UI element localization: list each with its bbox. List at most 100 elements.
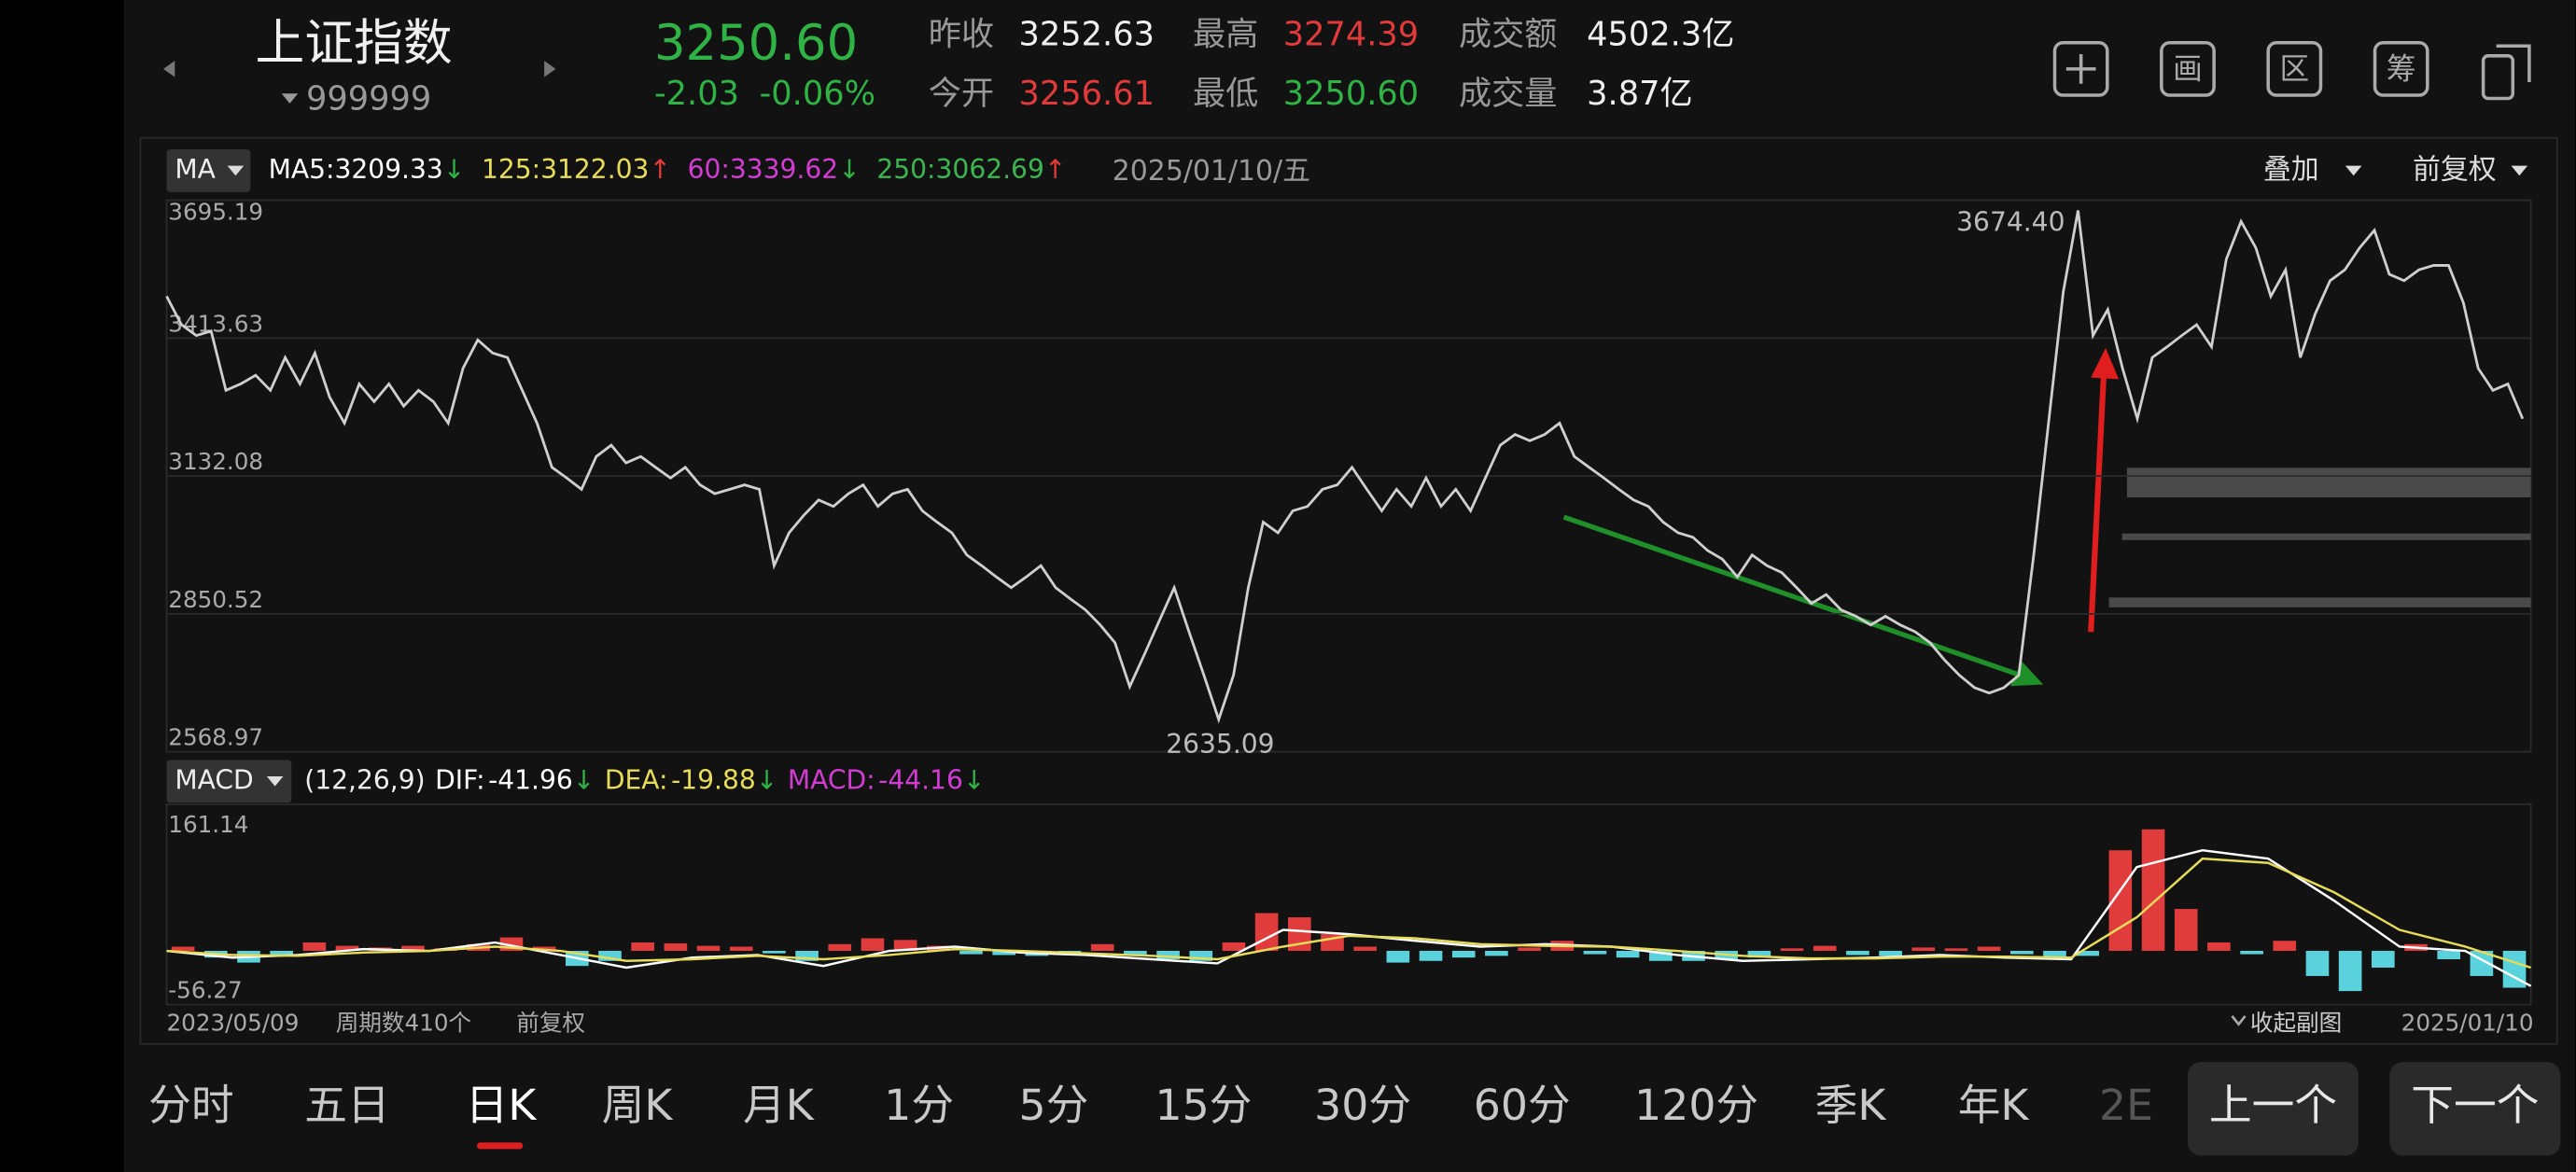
macd-legend: (12,26,9) DIF: -41.96↓ DEA: -19.88↓ MACD: -44.… (304, 764, 985, 795)
period-tab[interactable]: 年K (1958, 1081, 2030, 1130)
overlay-button[interactable]: 叠加 (2263, 153, 2319, 186)
period-tab[interactable]: 月K (743, 1081, 815, 1130)
ma-label: 60: (688, 154, 730, 185)
macd-bar (1419, 950, 1443, 961)
macd-bar (2240, 950, 2263, 955)
change-pct: -0.06% (760, 75, 875, 113)
stat-label: 最高 (1193, 16, 1258, 54)
period-tab[interactable]: 120分 (1634, 1081, 1758, 1130)
stat-value: 3256.61 (1019, 75, 1155, 113)
y-tick-label: 3413.63 (168, 310, 263, 337)
macd-bar (959, 950, 983, 955)
macd-bar (2338, 950, 2362, 992)
next-button-bg[interactable] (2389, 1062, 2561, 1156)
add-icon[interactable] (2052, 40, 2109, 97)
chip-icon[interactable] (2373, 40, 2429, 97)
period-tab[interactable]: 60分 (1474, 1081, 1571, 1130)
macd-bar (1911, 947, 1936, 951)
prev-arrow[interactable] (163, 61, 175, 77)
ma-arrow: ↓ (838, 154, 861, 185)
nav-button[interactable]: 上一个 (2209, 1081, 2337, 1130)
stat-label: 昨收 (929, 16, 994, 54)
macd-selector[interactable]: MACD (175, 764, 253, 795)
macd-bar (1451, 950, 1476, 958)
arrow-head (2091, 347, 2120, 380)
adjust-button[interactable]: 前复权 (2413, 153, 2497, 186)
price: 3250.60 (654, 15, 858, 72)
macd-bar (2372, 950, 2395, 968)
macd-value: -44.16 (878, 764, 963, 795)
macd-label: DIF: (435, 764, 484, 795)
macd-bar (631, 942, 654, 951)
draw-icon[interactable] (2160, 40, 2216, 97)
stat-label: 成交额 (1459, 16, 1558, 54)
macd-selector-bg[interactable] (166, 760, 292, 803)
period-tab[interactable]: 周K (602, 1081, 674, 1130)
macd-bar (893, 940, 917, 951)
toolbar-icon-label[interactable]: 筹 (2387, 53, 2416, 87)
ma-label: MA5: (269, 154, 335, 185)
macd-bar (1616, 950, 1640, 958)
toolbar-icon-label[interactable]: 画 (2173, 53, 2203, 87)
footer-adjust: 前复权 (516, 1010, 585, 1037)
toolbar-icons (2052, 40, 2531, 101)
ma-value: 3209.33 (334, 154, 442, 185)
ma-selector-bg[interactable] (166, 149, 251, 192)
overlay-dropdown (2345, 165, 2362, 176)
macd-bar (1583, 950, 1607, 955)
collapse-subchart[interactable]: 收起副图 (2250, 1010, 2342, 1037)
macd-bar (171, 946, 195, 951)
period-tab[interactable]: 5分 (1019, 1081, 1089, 1130)
macd-bar (1879, 950, 1902, 956)
macd-bar (992, 950, 1015, 956)
macd-bar (2437, 950, 2460, 959)
stat-value: 3252.63 (1019, 16, 1155, 54)
macd-bar (598, 950, 622, 961)
left-strip (0, 0, 124, 1172)
macd-arrow: ↓ (756, 764, 778, 795)
macd-bar (1353, 946, 1377, 951)
macd-bar (1944, 948, 1968, 951)
end-date: 2025/01/10 (2401, 1010, 2534, 1037)
macd-bar (1813, 945, 1837, 951)
collapse-chevron (2231, 1015, 2247, 1026)
code-dropdown[interactable] (281, 93, 299, 104)
extreme-label: 2635.09 (1166, 729, 1274, 760)
stat-value: 4502.3亿 (1587, 16, 1734, 54)
macd-bar (1485, 950, 1508, 956)
range-icon[interactable] (2266, 40, 2323, 97)
rotate-icon[interactable] (2481, 54, 2515, 101)
index-code: 999999 (306, 79, 431, 118)
chart-frame (139, 136, 2558, 1045)
ma-label: 125: (482, 154, 540, 185)
gap-band (2126, 467, 2531, 498)
nav-button[interactable]: 下一个 (2411, 1081, 2539, 1130)
period-tab[interactable]: 2E (2099, 1081, 2153, 1130)
macd-label: MACD: (788, 764, 875, 795)
toolbar-icon-label[interactable]: 区 (2279, 53, 2309, 87)
ma-legend: MA5:3209.33↓ 125:3122.03↑ 60:3339.62↓ 250:3… (269, 154, 1067, 185)
rotate-icon-arc (2496, 44, 2531, 82)
period-tab[interactable]: 日K (466, 1081, 538, 1130)
arrow-shaft (2088, 369, 2107, 633)
macd-bar (2207, 942, 2231, 951)
period-tab[interactable]: 15分 (1155, 1081, 1253, 1130)
macd-bar (335, 945, 359, 951)
period-tab[interactable]: 季K (1815, 1081, 1887, 1130)
stat-value: 3250.60 (1283, 75, 1419, 113)
macd-bar (2273, 941, 2297, 951)
period-tab[interactable]: 分时 (148, 1081, 233, 1130)
next-arrow[interactable] (544, 61, 556, 77)
macd-bar (795, 950, 819, 961)
stat-value: 3274.39 (1283, 16, 1419, 54)
period-tab[interactable]: 30分 (1314, 1081, 1411, 1130)
period-tab[interactable]: 五日 (304, 1081, 389, 1130)
extreme-label: 3674.40 (1956, 207, 2065, 238)
trend-arrow-up (2088, 347, 2120, 633)
macd-bar (302, 942, 327, 951)
macd-bar (828, 943, 852, 951)
prev-button-bg[interactable] (2187, 1062, 2359, 1156)
period-tab[interactable]: 1分 (884, 1081, 954, 1130)
ma-selector[interactable]: MA (175, 154, 216, 185)
